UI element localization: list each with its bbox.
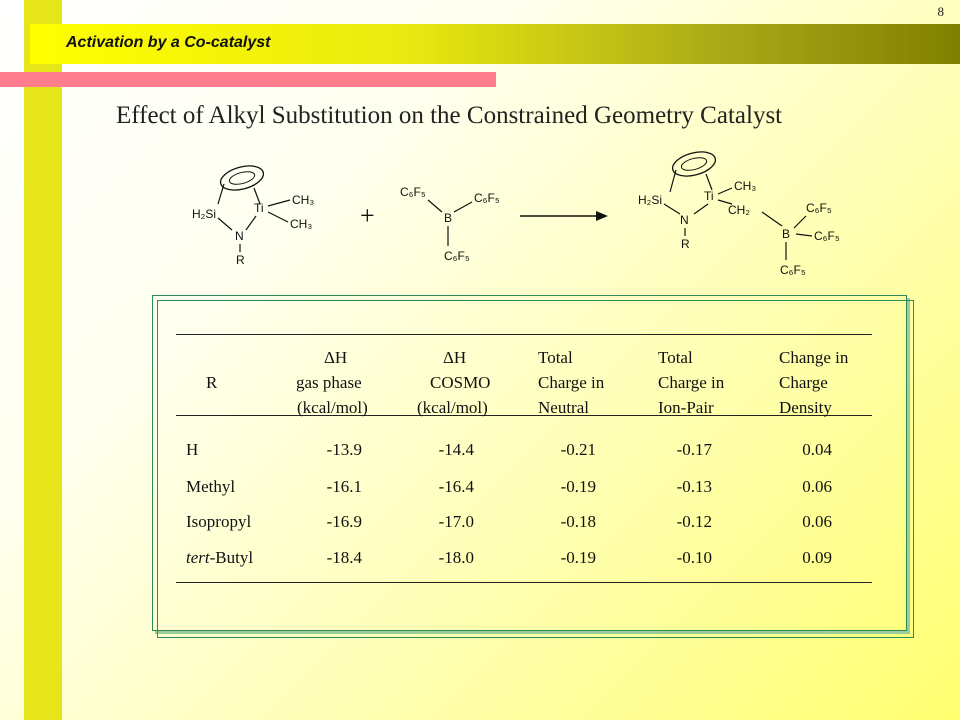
cell-charge-neutral: -0.18 <box>560 512 596 531</box>
header-dh-gas-2: gas phase <box>296 373 362 392</box>
header-charge-neutral-3: Neutral <box>538 398 589 417</box>
product-c6f5-top-label: C₆F₅ <box>806 201 832 215</box>
cell-r: tert-Butyl <box>186 548 253 568</box>
header-charge-ionpair-2: Charge in <box>658 373 725 392</box>
table-bottom-rule <box>176 582 872 583</box>
cell-dh-cosmo: -14.4 <box>438 440 474 459</box>
product-ti-label: Ti <box>704 189 714 203</box>
r-label: R <box>236 253 245 267</box>
cell-r: H <box>186 440 199 459</box>
cell-charge-ionpair: -0.13 <box>676 477 712 496</box>
product-c6f5-bottom-label: C₆F₅ <box>780 263 806 277</box>
cell-dh-cosmo: -17.0 <box>438 512 474 531</box>
cell-dh-cosmo: -16.4 <box>438 477 474 496</box>
product-c6f5-right-label: C₆F₅ <box>814 229 840 243</box>
reactant-borane: C₆F₅ C₆F₅ B C₆F₅ <box>400 185 500 263</box>
header-r: R <box>206 373 218 392</box>
page-number: 8 <box>937 4 945 19</box>
header-charge-ionpair-1: Total <box>658 348 693 367</box>
header-band <box>30 24 960 64</box>
left-accent-bar <box>24 0 62 720</box>
reaction-scheme: H₂Si Ti N R CH₃ CH₃ + C₆F₅ C₆F₅ B C₆F₅ H… <box>192 151 840 277</box>
header-change-density-2: Charge <box>779 373 828 392</box>
product-n-label: N <box>680 213 689 227</box>
cell-change-density: 0.06 <box>802 512 832 531</box>
header-dh-gas-3: (kcal/mol) <box>297 398 368 417</box>
header-change-density-1: Change in <box>779 348 849 367</box>
data-table-frame <box>152 295 914 638</box>
cell-change-density: 0.06 <box>802 477 832 496</box>
header-dh-cosmo-1: ΔH <box>443 348 467 367</box>
product-b-label: B <box>782 227 790 241</box>
n-label: N <box>235 229 244 243</box>
ti-label: Ti <box>254 201 264 215</box>
product-ch3-label: CH₃ <box>734 179 756 193</box>
product-ion-pair: H₂Si Ti N R CH₃ CH₂ B C₆F₅ C₆F₅ C₆F₅ <box>638 151 840 277</box>
c6f5-left-label: C₆F₅ <box>400 185 426 199</box>
cell-charge-neutral: -0.19 <box>560 477 596 496</box>
pink-divider-bar <box>0 72 496 87</box>
header-charge-neutral-2: Charge in <box>538 373 605 392</box>
cell-charge-neutral: -0.21 <box>560 440 596 459</box>
section-title: Activation by a Co-catalyst <box>66 34 271 51</box>
table-header-rule <box>176 415 872 416</box>
c6f5-bottom-label: C₆F₅ <box>444 249 470 263</box>
ch3-top-label: CH₃ <box>292 193 314 207</box>
slide-title: Effect of Alkyl Substitution on the Cons… <box>116 102 783 129</box>
cell-change-density: 0.09 <box>802 548 832 567</box>
plus-sign: + <box>360 201 375 230</box>
cell-dh-gas: -13.9 <box>326 440 362 459</box>
header-dh-cosmo-2: COSMO <box>430 373 491 392</box>
c6f5-right-label: C₆F₅ <box>474 191 500 205</box>
header-dh-cosmo-3: (kcal/mol) <box>417 398 488 417</box>
cell-dh-gas: -16.1 <box>326 477 362 496</box>
cell-charge-ionpair: -0.12 <box>676 512 712 531</box>
cell-r: Methyl <box>186 477 236 496</box>
product-ch2-label: CH₂ <box>728 203 750 217</box>
cell-dh-cosmo: -18.0 <box>438 548 474 567</box>
header-charge-neutral-1: Total <box>538 348 573 367</box>
header-dh-gas-1: ΔH <box>324 348 348 367</box>
product-r-label: R <box>681 237 690 251</box>
reactant-catalyst: H₂Si Ti N R CH₃ CH₃ <box>192 165 314 267</box>
cell-change-density: 0.04 <box>802 440 832 459</box>
reaction-arrow <box>520 211 608 221</box>
b-label: B <box>444 211 452 225</box>
cell-dh-gas: -18.4 <box>326 548 362 567</box>
header-charge-ionpair-3: Ion-Pair <box>658 398 714 417</box>
product-si-label: H₂Si <box>638 193 662 207</box>
cell-r: Isopropyl <box>186 512 252 531</box>
cell-r-suffix: -Butyl <box>209 548 254 567</box>
cell-charge-ionpair: -0.10 <box>676 548 712 567</box>
header-change-density-3: Density <box>779 398 832 417</box>
cell-charge-ionpair: -0.17 <box>676 440 712 459</box>
ch3-bottom-label: CH₃ <box>290 217 312 231</box>
si-label: H₂Si <box>192 207 216 221</box>
cell-charge-neutral: -0.19 <box>560 548 596 567</box>
cell-dh-gas: -16.9 <box>326 512 362 531</box>
table-top-rule <box>176 334 872 335</box>
cell-r-prefix: tert <box>186 548 210 567</box>
